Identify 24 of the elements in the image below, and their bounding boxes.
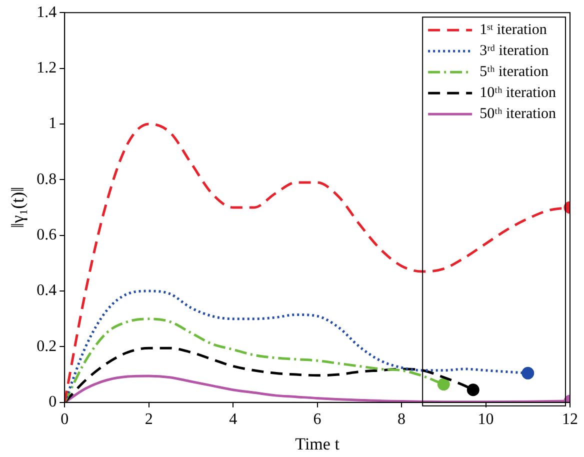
x-tick-label: 12	[562, 411, 578, 428]
y-tick-label: 1.2	[36, 59, 57, 76]
legend-label: 5ᵗʰ iteration	[480, 64, 549, 80]
legend-label: 3ʳᵈ iteration	[480, 43, 550, 60]
y-tick-label: 0	[48, 394, 57, 411]
point	[466, 384, 480, 396]
y-tick-label: 1.4	[36, 4, 57, 21]
point	[437, 378, 450, 391]
x-tick-label: 2	[144, 411, 153, 428]
x-tick-label: 6	[313, 411, 322, 428]
x-tick-label: 4	[229, 411, 238, 428]
y-tick-label: 0.4	[36, 282, 57, 300]
y-tick-label: 0.6	[36, 226, 57, 244]
y-tick-label: 0.2	[36, 338, 57, 355]
y-tick-label: 1	[48, 115, 57, 132]
y-axis-title: ‖γ₁(t)‖	[8, 186, 28, 228]
legend-label: 1ˢᵗ iteration	[480, 22, 548, 38]
x-tick-label: 10	[478, 411, 494, 428]
legend-label: 50ᵗʰ iteration	[480, 106, 556, 122]
x-axis-title: Time t	[295, 434, 340, 454]
x-tick-label: 8	[398, 411, 406, 428]
y-tick-label: 0.8	[36, 170, 57, 188]
x-tick-label: 0	[60, 411, 69, 428]
legend-label: 10ᵗʰ iteration	[480, 85, 556, 102]
